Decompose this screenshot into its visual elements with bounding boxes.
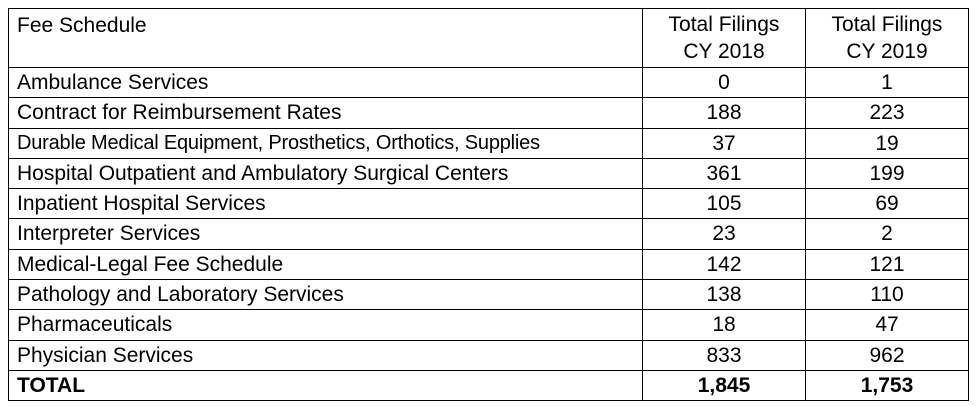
filings-2019: 223 <box>805 97 969 129</box>
table-row: Interpreter Services 23 2 <box>8 218 969 250</box>
header-row: Fee Schedule Total Filings CY 2018 Total… <box>8 8 969 68</box>
filings-2018: 37 <box>642 127 806 159</box>
filings-2018: 18 <box>642 309 806 341</box>
table-row: Physician Services 833 962 <box>8 339 969 371</box>
table-row: Medical-Legal Fee Schedule 142 121 <box>8 248 969 281</box>
fee-schedule-name: Pharmaceuticals <box>8 309 643 341</box>
header-total-filings-2018: Total Filings CY 2018 <box>642 8 806 68</box>
filings-2019: 47 <box>805 309 969 341</box>
filings-2018: 142 <box>642 248 806 281</box>
filings-2018: 138 <box>642 279 806 311</box>
header-2018-line1: Total Filings <box>668 13 780 36</box>
filings-2018: 23 <box>642 218 806 250</box>
fee-schedule-name: Inpatient Hospital Services <box>8 188 643 220</box>
fee-schedule-name: Hospital Outpatient and Ambulatory Surgi… <box>8 157 643 190</box>
fee-schedule-name: Contract for Reimbursement Rates <box>8 97 643 129</box>
fee-schedule-filings-table: Fee Schedule Total Filings CY 2018 Total… <box>8 8 969 402</box>
header-2019-line1: Total Filings <box>831 13 943 36</box>
table-row: Contract for Reimbursement Rates 188 223 <box>8 97 969 129</box>
table-row: Pathology and Laboratory Services 138 11… <box>8 279 969 311</box>
filings-2019: 110 <box>805 279 969 311</box>
filings-2018: 188 <box>642 97 806 129</box>
table-row: Durable Medical Equipment, Prosthetics, … <box>8 127 969 159</box>
filings-2018: 0 <box>642 66 806 99</box>
table-row: Ambulance Services 0 1 <box>8 66 969 99</box>
filings-2019: 69 <box>805 188 969 220</box>
fee-schedule-name: Physician Services <box>8 339 643 371</box>
fee-schedule-name: Pathology and Laboratory Services <box>8 279 643 311</box>
cropped-heading-fragment <box>8 0 408 3</box>
table-row: Inpatient Hospital Services 105 69 <box>8 188 969 220</box>
filings-2018: 833 <box>642 339 806 371</box>
fee-schedule-name: Medical-Legal Fee Schedule <box>8 248 643 281</box>
filings-2019: 19 <box>805 127 969 159</box>
filings-2019: 1 <box>805 66 969 99</box>
header-2018-line2: CY 2018 <box>683 40 765 63</box>
total-filings-2019: 1,753 <box>805 369 969 402</box>
header-2019-line2: CY 2019 <box>846 40 928 63</box>
table-row: Hospital Outpatient and Ambulatory Surgi… <box>8 157 969 190</box>
filings-2019: 121 <box>805 248 969 281</box>
fee-schedule-name: Ambulance Services <box>8 66 643 99</box>
total-filings-2018: 1,845 <box>642 369 806 402</box>
fee-schedule-name: Interpreter Services <box>8 218 643 250</box>
total-row: TOTAL 1,845 1,753 <box>8 369 969 402</box>
header-fee-schedule: Fee Schedule <box>8 8 643 68</box>
filings-2018: 361 <box>642 157 806 190</box>
filings-2019: 962 <box>805 339 969 371</box>
filings-2019: 2 <box>805 218 969 250</box>
filings-2019: 199 <box>805 157 969 190</box>
header-total-filings-2019: Total Filings CY 2019 <box>805 8 969 68</box>
fee-schedule-name: Durable Medical Equipment, Prosthetics, … <box>8 127 643 159</box>
filings-2018: 105 <box>642 188 806 220</box>
table-row: Pharmaceuticals 18 47 <box>8 309 969 341</box>
total-label: TOTAL <box>8 369 643 402</box>
